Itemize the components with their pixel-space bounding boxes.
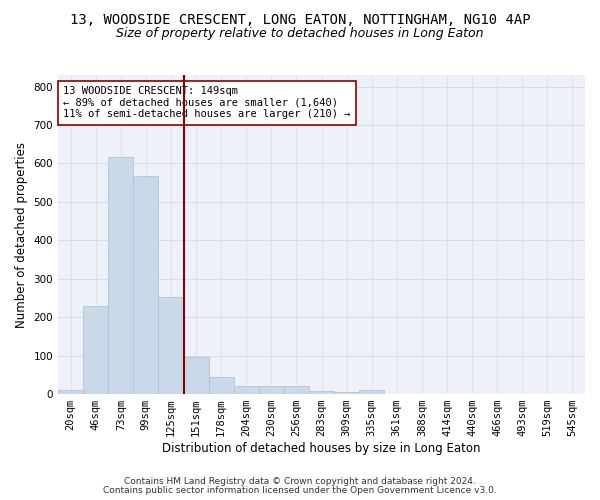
Text: 13, WOODSIDE CRESCENT, LONG EATON, NOTTINGHAM, NG10 4AP: 13, WOODSIDE CRESCENT, LONG EATON, NOTTI… [70, 12, 530, 26]
Bar [58, 390, 83, 394]
Bar [158, 297, 184, 394]
Y-axis label: Number of detached properties: Number of detached properties [15, 142, 28, 328]
Bar [259, 386, 284, 394]
Text: Contains public sector information licensed under the Open Government Licence v3: Contains public sector information licen… [103, 486, 497, 495]
Bar [309, 390, 334, 394]
Bar [133, 176, 158, 394]
Bar [108, 157, 133, 394]
Text: Contains HM Land Registry data © Crown copyright and database right 2024.: Contains HM Land Registry data © Crown c… [124, 477, 476, 486]
Text: 13 WOODSIDE CRESCENT: 149sqm
← 89% of detached houses are smaller (1,640)
11% of: 13 WOODSIDE CRESCENT: 149sqm ← 89% of de… [64, 86, 351, 120]
Bar [359, 390, 384, 394]
Bar [334, 392, 359, 394]
Bar [209, 377, 233, 394]
Bar [184, 357, 209, 394]
Text: Size of property relative to detached houses in Long Eaton: Size of property relative to detached ho… [116, 28, 484, 40]
Bar [233, 386, 259, 394]
Bar [284, 386, 309, 394]
Bar [83, 306, 108, 394]
X-axis label: Distribution of detached houses by size in Long Eaton: Distribution of detached houses by size … [162, 442, 481, 455]
